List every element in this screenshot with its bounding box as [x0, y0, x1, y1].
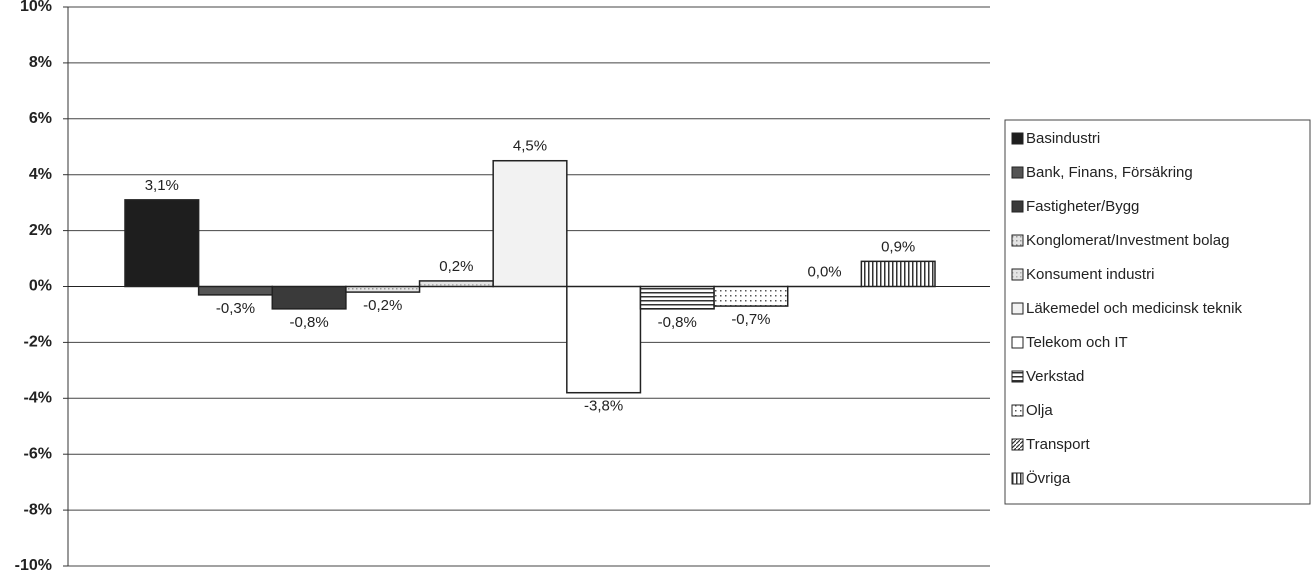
bar [860, 260, 936, 288]
legend-label: Olja [1026, 402, 1053, 419]
y-tick-label: 6% [29, 110, 52, 127]
legend-label: Övriga [1026, 469, 1071, 487]
legend-swatch [1011, 336, 1024, 349]
legend-label: Bank, Finans, Försäkring [1026, 164, 1193, 181]
legend-label: Basindustri [1026, 130, 1100, 147]
y-tick-label: -2% [24, 334, 52, 351]
y-tick-label: -6% [24, 445, 52, 462]
legend-swatch [1011, 234, 1024, 247]
legend-label: Konglomerat/Investment bolag [1026, 232, 1229, 249]
value-label: 0,2% [439, 258, 473, 275]
bar [418, 280, 494, 288]
bar [345, 285, 421, 293]
value-label: -0,8% [658, 314, 697, 331]
legend: Basindustri Bank, Finans, Försäkring Fasti… [1004, 119, 1311, 505]
legend-swatch [1011, 132, 1024, 145]
value-label: 4,5% [513, 138, 547, 155]
legend-label: Telekom och IT [1026, 334, 1128, 351]
y-tick-label: -10% [15, 557, 52, 574]
value-label: 3,1% [145, 177, 179, 194]
legend-box [1004, 119, 1311, 505]
legend-swatch [1011, 166, 1024, 179]
y-tick-label: 8% [29, 54, 52, 71]
legend-swatch [1011, 472, 1024, 485]
bar [566, 285, 642, 394]
value-label: -0,2% [363, 297, 402, 314]
legend-swatch [1011, 438, 1024, 451]
value-label: -0,8% [289, 314, 328, 331]
legend-swatch [1011, 200, 1024, 213]
legend-swatch [1011, 268, 1024, 281]
bar [271, 285, 347, 310]
value-label: 0,9% [881, 238, 915, 255]
legend-label: Fastigheter/Bygg [1026, 198, 1139, 215]
legend-label: Konsument industri [1026, 266, 1154, 283]
bar [713, 285, 789, 307]
legend-swatch [1011, 302, 1024, 315]
value-label: -3,8% [584, 398, 623, 415]
y-tick-label: 2% [29, 222, 52, 239]
bar [639, 285, 715, 310]
legend-swatch [1011, 404, 1024, 417]
legend-label: Läkemedel och medicinsk teknik [1026, 300, 1242, 317]
y-tick-label: 10% [20, 0, 52, 15]
value-label: -0,7% [731, 311, 770, 328]
bar [124, 199, 200, 288]
legend-swatch [1011, 370, 1024, 383]
bar [492, 159, 568, 288]
y-tick-label: 0% [29, 278, 52, 295]
y-tick-label: 4% [29, 166, 52, 183]
y-tick-label: -8% [24, 501, 52, 518]
legend-label: Verkstad [1026, 368, 1084, 385]
bar [197, 285, 274, 296]
legend-label: Transport [1026, 436, 1090, 453]
value-label: -0,3% [216, 300, 255, 317]
value-label: 0,0% [807, 263, 841, 280]
y-tick-label: -4% [24, 390, 52, 407]
